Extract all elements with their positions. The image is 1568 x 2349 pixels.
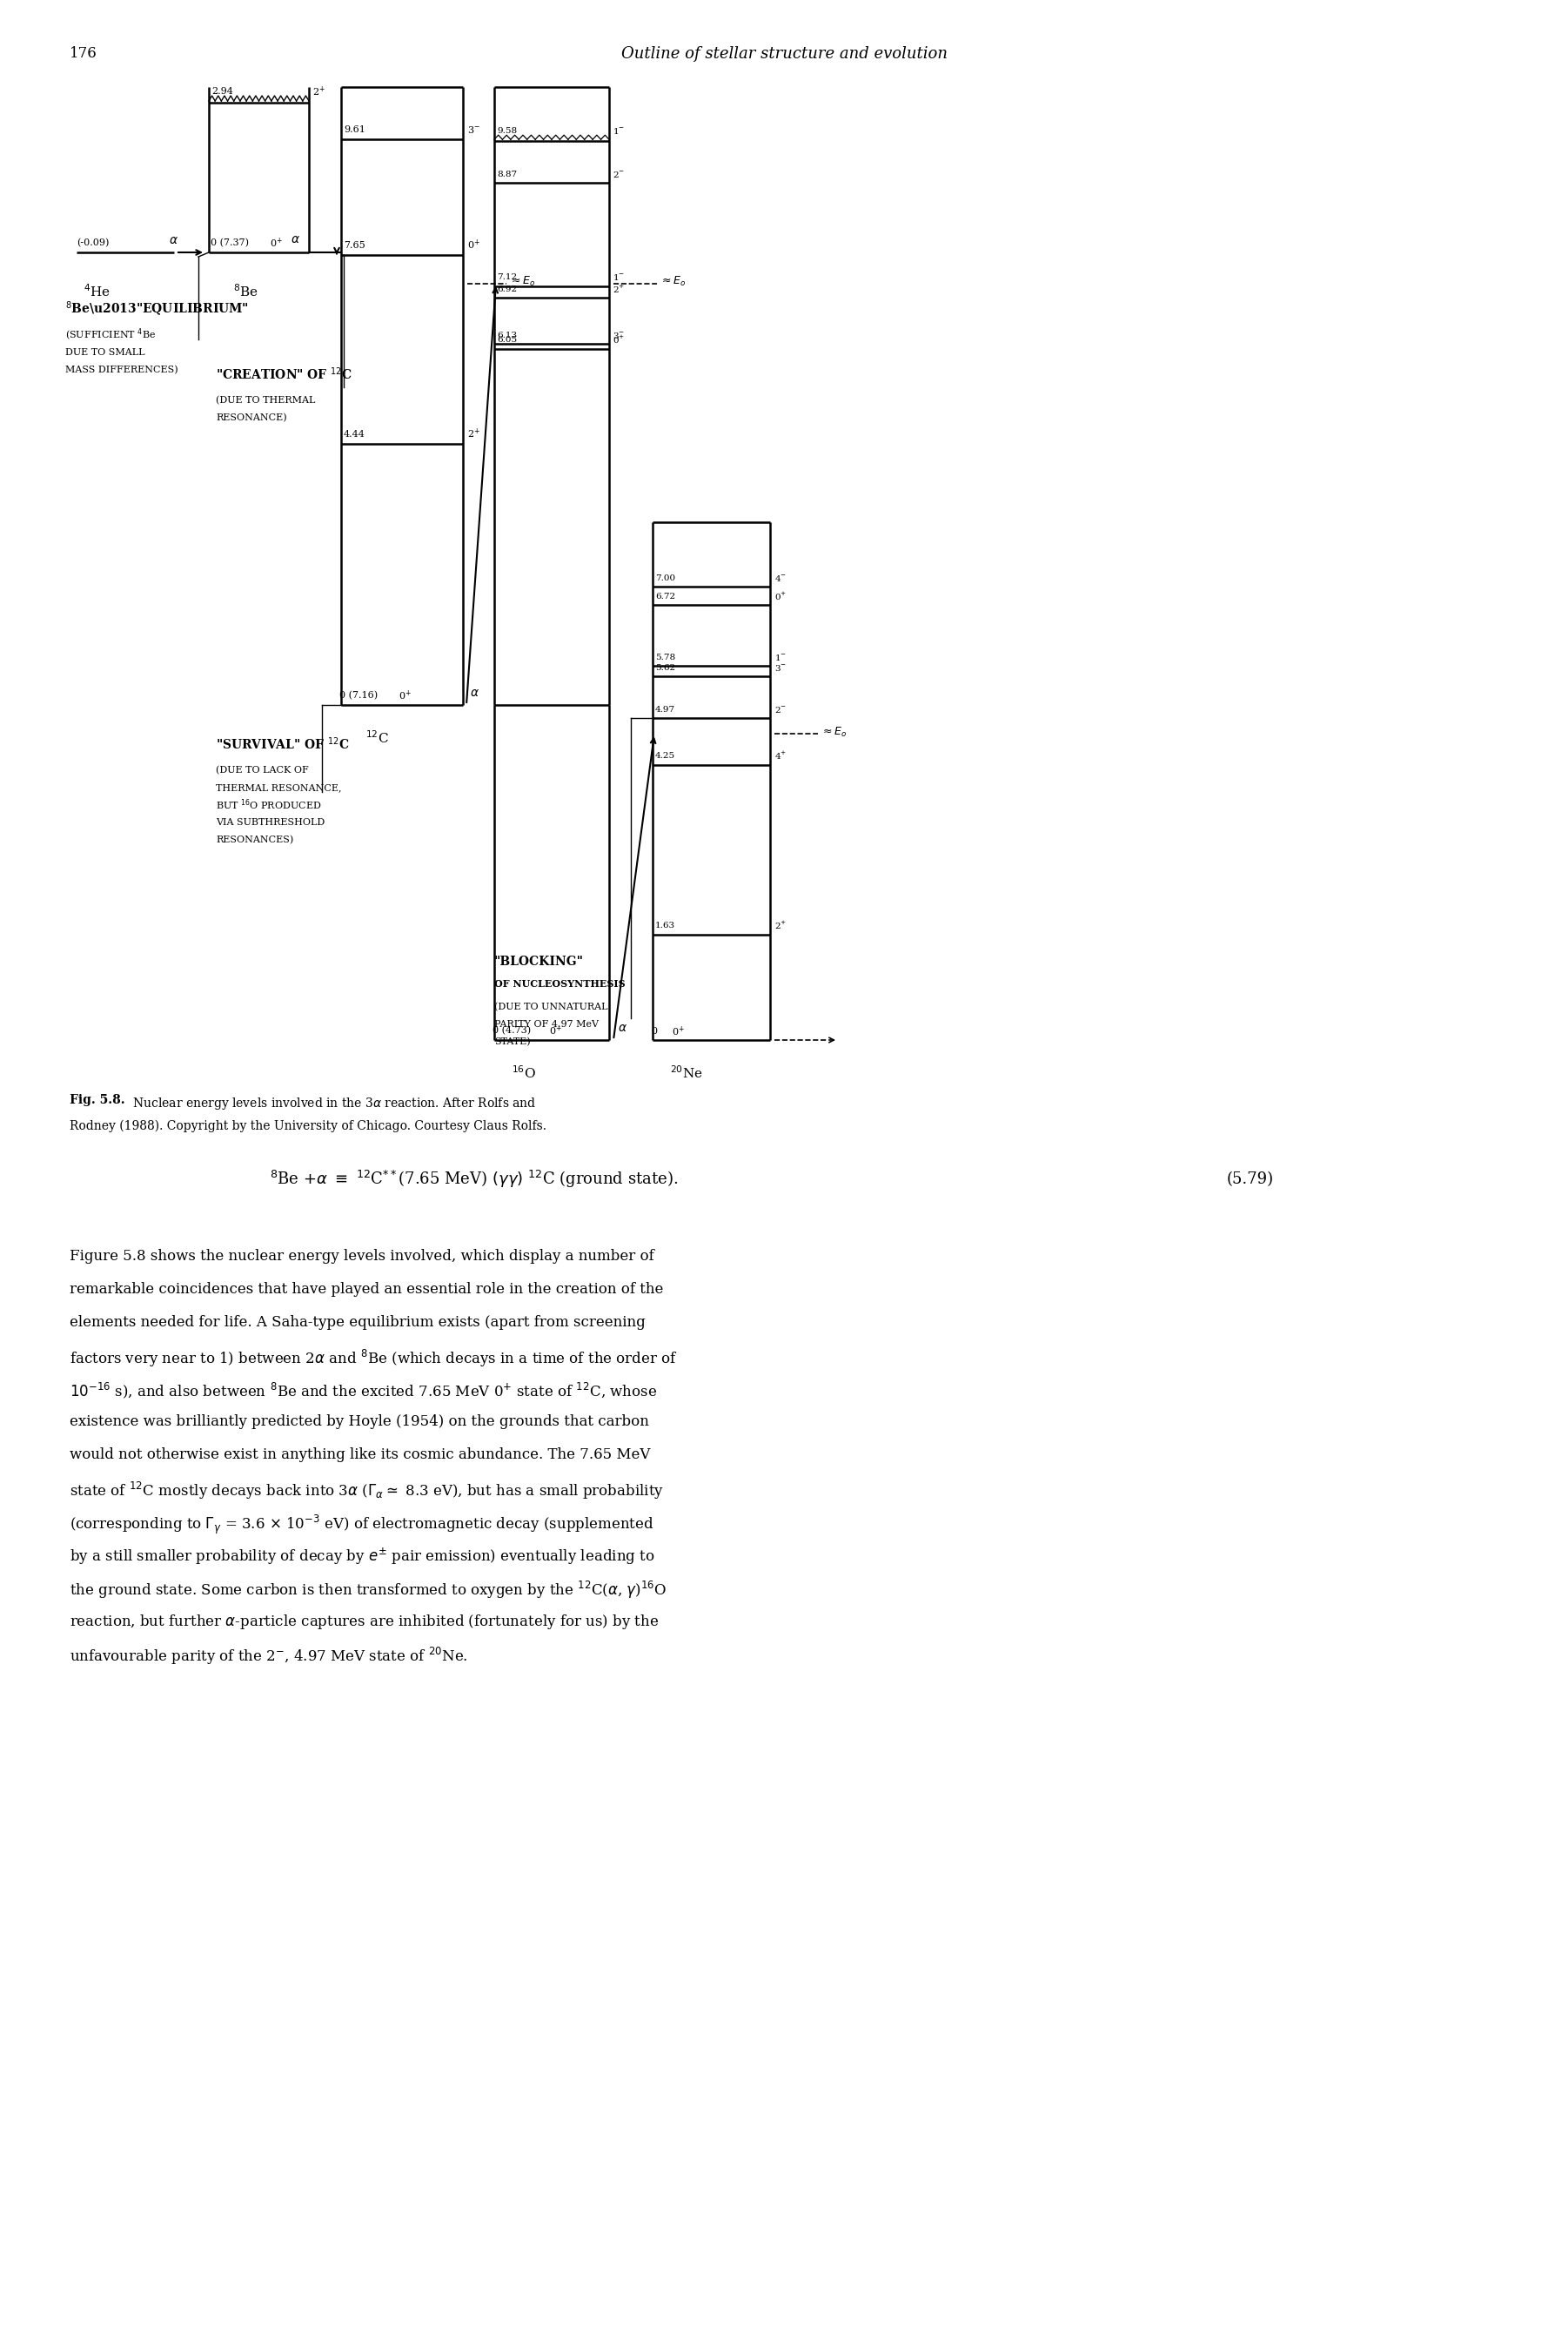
Text: (corresponding to $\Gamma_{\gamma}$ = 3.6 $\times$ 10$^{-3}$ eV) of electromagne: (corresponding to $\Gamma_{\gamma}$ = 3.… xyxy=(69,1513,654,1536)
Text: 4$^{+}$: 4$^{+}$ xyxy=(775,752,787,761)
Text: VIA SUBTHRESHOLD: VIA SUBTHRESHOLD xyxy=(216,817,325,827)
Text: DUE TO SMALL: DUE TO SMALL xyxy=(66,348,144,357)
Text: STATE): STATE) xyxy=(494,1038,530,1045)
Text: RESONANCES): RESONANCES) xyxy=(216,836,293,843)
Text: 1$^{-}$: 1$^{-}$ xyxy=(775,653,787,662)
Text: 3$^{-}$: 3$^{-}$ xyxy=(775,662,787,672)
Text: 0 (7.16): 0 (7.16) xyxy=(339,691,378,700)
Text: 8.87: 8.87 xyxy=(497,171,517,179)
Text: 176: 176 xyxy=(69,47,97,61)
Text: elements needed for life. A Saha-type equilibrium exists (apart from screening: elements needed for life. A Saha-type eq… xyxy=(69,1315,646,1330)
Text: 4.44: 4.44 xyxy=(343,430,365,439)
Text: $\approx E_o$: $\approx E_o$ xyxy=(510,275,535,289)
Text: $\alpha$: $\alpha$ xyxy=(618,1022,627,1034)
Text: (-0.09): (-0.09) xyxy=(77,237,110,247)
Text: PARITY OF 4.97 MeV: PARITY OF 4.97 MeV xyxy=(494,1019,599,1029)
Text: $\alpha$: $\alpha$ xyxy=(290,233,299,244)
Text: $^{8}$Be\u2013"EQUILIBRIUM": $^{8}$Be\u2013"EQUILIBRIUM" xyxy=(66,301,249,317)
Text: 0 (7.37): 0 (7.37) xyxy=(210,237,249,247)
Text: existence was brilliantly predicted by Hoyle (1954) on the grounds that carbon: existence was brilliantly predicted by H… xyxy=(69,1414,649,1428)
Text: 5.62: 5.62 xyxy=(655,665,676,672)
Text: 0$^{+}$: 0$^{+}$ xyxy=(671,1024,685,1038)
Text: Fig. 5.8.: Fig. 5.8. xyxy=(69,1095,125,1106)
Text: "SURVIVAL" OF $^{12}$C: "SURVIVAL" OF $^{12}$C xyxy=(216,735,350,752)
Text: $\alpha$: $\alpha$ xyxy=(169,235,179,247)
Text: 9.58: 9.58 xyxy=(497,127,517,134)
Text: 0: 0 xyxy=(651,1027,657,1036)
Text: Nuclear energy levels involved in the 3$\alpha$ reaction. After Rolfs and: Nuclear energy levels involved in the 3$… xyxy=(129,1095,536,1111)
Text: 0 (4.73): 0 (4.73) xyxy=(492,1027,532,1036)
Text: $\approx E_o$: $\approx E_o$ xyxy=(820,726,847,738)
Text: (DUE TO THERMAL: (DUE TO THERMAL xyxy=(216,397,315,404)
Text: 2$^{+}$: 2$^{+}$ xyxy=(775,921,787,933)
Text: 2.94: 2.94 xyxy=(212,87,234,96)
Text: 3$^{-}$: 3$^{-}$ xyxy=(613,331,624,341)
Text: $^{4}$He: $^{4}$He xyxy=(83,284,110,301)
Text: unfavourable parity of the 2$^{-}$, 4.97 MeV state of $^{20}$Ne.: unfavourable parity of the 2$^{-}$, 4.97… xyxy=(69,1647,467,1668)
Text: "BLOCKING": "BLOCKING" xyxy=(494,956,583,968)
Text: remarkable coincidences that have played an essential role in the creation of th: remarkable coincidences that have played… xyxy=(69,1283,663,1297)
Text: $^{20}$Ne: $^{20}$Ne xyxy=(670,1064,702,1081)
Text: $^{8}$Be $+ \alpha\ \equiv\ ^{12}$C$^{**}$(7.65 MeV) $(\gamma\gamma)\ ^{12}$C (g: $^{8}$Be $+ \alpha\ \equiv\ ^{12}$C$^{**… xyxy=(270,1170,679,1191)
Text: factors very near to 1) between 2$\alpha$ and $^{8}$Be (which decays in a time o: factors very near to 1) between 2$\alpha… xyxy=(69,1348,677,1369)
Text: 4.97: 4.97 xyxy=(655,705,676,714)
Text: RESONANCE): RESONANCE) xyxy=(216,413,287,423)
Text: 0$^{+}$: 0$^{+}$ xyxy=(398,688,411,702)
Text: 2$^{-}$: 2$^{-}$ xyxy=(775,705,787,714)
Text: reaction, but further $\alpha$-particle captures are inhibited (fortunately for : reaction, but further $\alpha$-particle … xyxy=(69,1614,659,1630)
Text: 2$^{+}$: 2$^{+}$ xyxy=(613,284,624,294)
Text: 2$^{+}$: 2$^{+}$ xyxy=(312,85,325,99)
Text: OF NUCLEOSYNTHESIS: OF NUCLEOSYNTHESIS xyxy=(494,980,626,989)
Text: (DUE TO UNNATURAL: (DUE TO UNNATURAL xyxy=(494,1003,608,1012)
Text: THERMAL RESONANCE,: THERMAL RESONANCE, xyxy=(216,782,342,792)
Text: 6.72: 6.72 xyxy=(655,592,676,601)
Text: Rodney (1988). Copyright by the University of Chicago. Courtesy Claus Rolfs.: Rodney (1988). Copyright by the Universi… xyxy=(69,1120,547,1132)
Text: 3$^{-}$: 3$^{-}$ xyxy=(467,124,480,134)
Text: $\alpha$: $\alpha$ xyxy=(470,686,480,700)
Text: BUT $^{16}$O PRODUCED: BUT $^{16}$O PRODUCED xyxy=(216,799,321,813)
Text: 2$^{-}$: 2$^{-}$ xyxy=(613,169,624,179)
Text: Figure 5.8 shows the nuclear energy levels involved, which display a number of: Figure 5.8 shows the nuclear energy leve… xyxy=(69,1250,654,1264)
Text: 1$^{-}$: 1$^{-}$ xyxy=(613,127,624,136)
Text: 4$^{-}$: 4$^{-}$ xyxy=(775,573,787,583)
Text: "CREATION" OF $^{12}$C: "CREATION" OF $^{12}$C xyxy=(216,366,353,383)
Text: 0$^{+}$: 0$^{+}$ xyxy=(467,240,480,251)
Text: 7.65: 7.65 xyxy=(343,242,365,249)
Text: 6.05: 6.05 xyxy=(497,336,517,345)
Text: (SUFFICIENT $^{4}$Be: (SUFFICIENT $^{4}$Be xyxy=(66,327,157,343)
Text: (5.79): (5.79) xyxy=(1226,1172,1273,1186)
Text: Outline of stellar structure and evolution: Outline of stellar structure and evoluti… xyxy=(621,47,947,61)
Text: 1$^{-}$: 1$^{-}$ xyxy=(613,272,624,282)
Text: 4.25: 4.25 xyxy=(655,752,676,761)
Text: the ground state. Some carbon is then transformed to oxygen by the $^{12}$C($\al: the ground state. Some carbon is then tr… xyxy=(69,1579,666,1600)
Text: $^{12}$C: $^{12}$C xyxy=(365,731,389,747)
Text: 6.92: 6.92 xyxy=(497,284,517,294)
Text: 7.00: 7.00 xyxy=(655,573,676,583)
Text: $^{8}$Be: $^{8}$Be xyxy=(234,284,259,301)
Text: 9.61: 9.61 xyxy=(343,124,365,134)
Text: by a still smaller probability of decay by $e^{\pm}$ pair emission) eventually l: by a still smaller probability of decay … xyxy=(69,1546,655,1567)
Text: 5.78: 5.78 xyxy=(655,653,676,660)
Text: $\approx E_o$: $\approx E_o$ xyxy=(660,275,685,289)
Text: state of $^{12}$C mostly decays back into 3$\alpha$ ($\Gamma_{\alpha} \simeq$ 8.: state of $^{12}$C mostly decays back int… xyxy=(69,1480,663,1501)
Text: 0$^{+}$: 0$^{+}$ xyxy=(270,237,282,249)
Text: (DUE TO LACK OF: (DUE TO LACK OF xyxy=(216,766,309,775)
Text: $10^{-16}$ s), and also between $^{8}$Be and the excited 7.65 MeV 0$^{+}$ state : $10^{-16}$ s), and also between $^{8}$Be… xyxy=(69,1381,657,1400)
Text: 0$^{+}$: 0$^{+}$ xyxy=(549,1024,561,1038)
Text: would not otherwise exist in anything like its cosmic abundance. The 7.65 MeV: would not otherwise exist in anything li… xyxy=(69,1447,651,1461)
Text: 1.63: 1.63 xyxy=(655,921,676,930)
Text: 7.12: 7.12 xyxy=(497,272,517,282)
Text: $^{16}$O: $^{16}$O xyxy=(511,1064,536,1081)
Text: 6.13: 6.13 xyxy=(497,331,517,338)
Text: 0$^{+}$: 0$^{+}$ xyxy=(613,334,624,345)
Text: 0$^{+}$: 0$^{+}$ xyxy=(775,590,787,601)
Text: MASS DIFFERENCES): MASS DIFFERENCES) xyxy=(66,366,179,373)
Text: 2$^{+}$: 2$^{+}$ xyxy=(467,428,480,442)
